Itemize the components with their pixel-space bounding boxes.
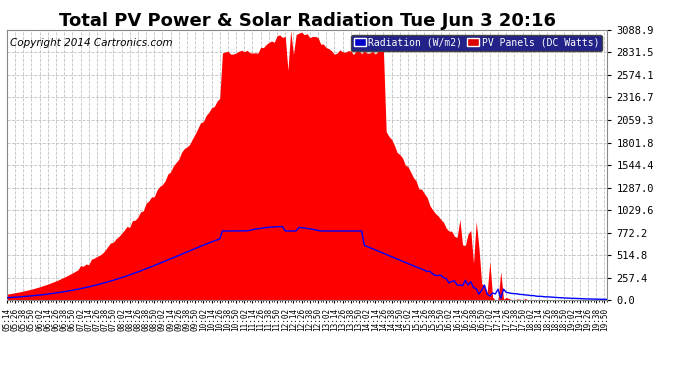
Title: Total PV Power & Solar Radiation Tue Jun 3 20:16: Total PV Power & Solar Radiation Tue Jun… [59, 12, 555, 30]
Text: Copyright 2014 Cartronics.com: Copyright 2014 Cartronics.com [10, 38, 172, 48]
Legend: Radiation (W/m2), PV Panels (DC Watts): Radiation (W/m2), PV Panels (DC Watts) [351, 35, 602, 51]
